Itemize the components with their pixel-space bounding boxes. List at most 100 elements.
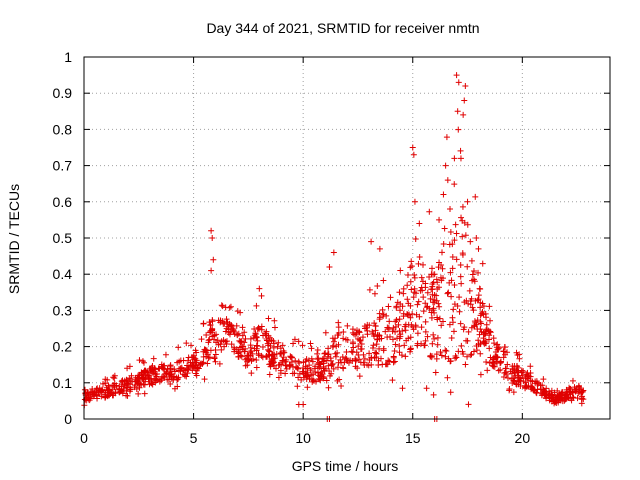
data-point [264,353,271,360]
data-point [255,350,262,357]
data-point [355,351,362,358]
data-point [359,334,366,341]
data-point [259,344,266,351]
data-point [407,334,414,341]
data-point [529,378,536,385]
data-point [241,329,248,336]
data-point [458,214,465,221]
data-point [339,364,346,371]
data-point [483,358,490,365]
data-point [339,354,346,361]
data-point [414,342,421,349]
data-point [127,386,134,393]
data-point [349,357,356,364]
data-point [271,351,278,358]
data-point [105,382,112,389]
data-point [193,357,200,364]
data-point [453,72,460,79]
data-point [358,345,365,352]
data-point [315,355,322,362]
data-point [416,254,423,261]
data-point [522,384,529,391]
data-point [312,368,319,375]
data-point [462,232,469,239]
data-point [104,393,111,400]
data-point [569,377,576,384]
data-point [398,352,405,359]
data-point [240,343,247,350]
data-point [486,345,493,352]
data-point [464,353,471,360]
data-point [418,274,425,281]
chart-title: Day 344 of 2021, SRMTID for receiver nmt… [206,20,479,36]
data-point [451,181,458,188]
data-point [128,378,135,385]
data-point [408,286,415,293]
data-point [218,346,225,353]
data-point [300,359,307,366]
data-point [474,326,481,333]
data-point [492,349,499,356]
data-point [119,390,126,397]
data-point [477,318,484,325]
data-point [360,351,367,358]
data-point [579,393,586,400]
data-point [361,362,368,369]
data-point [447,229,454,236]
data-point [174,359,181,366]
y-axis-ticks: 0 0.1 0.2 0.3 0.4 0.5 0.6 0.7 0.8 0.9 1 [53,49,610,427]
data-point [390,353,397,360]
data-point [389,377,396,384]
data-point [163,368,170,375]
data-point [454,108,461,115]
data-point [444,177,451,184]
data-point [513,380,520,387]
data-point [150,355,157,362]
data-point [459,233,466,240]
data-point [423,304,430,311]
data-point [404,282,411,289]
data-point [412,323,419,330]
data-point [188,342,195,349]
data-point [206,329,213,336]
y-tick-label: 0 [64,411,72,427]
data-point [479,308,486,315]
data-point [414,330,421,337]
data-point [477,350,484,357]
data-point [468,257,475,264]
data-point [440,318,447,325]
y-tick-label: 0.1 [53,375,73,391]
data-point [475,269,482,276]
data-point [473,342,480,349]
data-point [455,126,462,133]
data-point [460,326,467,333]
data-point [338,359,345,366]
data-point [106,383,113,390]
data-point [307,340,314,347]
data-point [320,373,327,380]
data-point [208,227,215,234]
data-point [204,360,211,367]
data-point [316,364,323,371]
data-point [394,299,401,306]
data-point [254,343,261,350]
data-point [464,221,471,228]
data-point [419,278,426,285]
data-points [81,72,587,422]
data-point [218,302,225,309]
data-point [399,303,406,310]
data-point [414,301,421,308]
data-point [175,374,182,381]
data-point [251,325,258,332]
data-point [396,335,403,342]
data-point [242,335,249,342]
y-tick-label: 0.2 [53,339,73,355]
data-point [424,333,431,340]
data-point [495,367,502,374]
data-point [429,340,436,347]
data-point [410,294,417,301]
data-point [357,359,364,366]
data-point [558,394,565,401]
data-point [439,265,446,272]
data-point [386,318,393,325]
